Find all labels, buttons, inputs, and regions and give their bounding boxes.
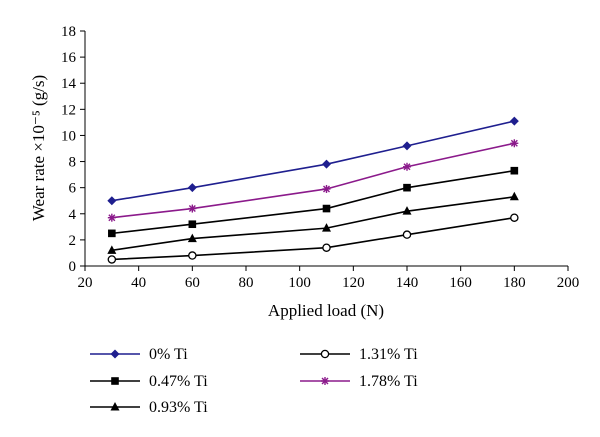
legend-label: 1.78% Ti [359,373,418,390]
data-point [322,204,331,213]
series-3 [107,213,519,264]
data-point [509,191,519,201]
x-axis-title: Applied load (N) [268,301,384,320]
y-tick-label: 12 [61,102,76,118]
x-tick-label: 160 [449,275,472,291]
data-point [107,245,117,254]
data-point [187,183,197,193]
data-point [188,204,197,213]
data-point [402,141,412,151]
legend-label: 0% Ti [149,346,188,363]
y-axis-ticks: 0 2 4 6 8 10 12 14 16 18 [61,24,85,275]
data-point [322,243,331,252]
series-4 [107,139,519,222]
x-tick-label: 80 [239,275,254,291]
legend-swatch-marker [111,377,119,385]
x-tick-label: 180 [503,275,526,291]
y-tick-label: 2 [69,233,77,249]
series-line [111,196,515,252]
data-point [107,255,117,264]
data-point [510,213,519,222]
legend-label: 0.47% Ti [149,373,208,390]
data-point [188,251,197,260]
x-axis-ticks: 20 40 60 80 100 120 140 160 180 200 [78,266,580,291]
y-tick-label: 16 [61,50,77,66]
legend: 0% Ti 0.47% Ti 0.93% Ti 1.31% Ti 1.78% Ti [90,346,418,416]
data-point [108,229,116,238]
x-tick-label: 200 [557,275,580,291]
y-tick-label: 8 [69,155,77,171]
legend-item: 0.47% Ti [90,373,208,390]
legend-label: 0.93% Ti [149,399,208,416]
y-tick-label: 10 [61,128,76,144]
y-tick-label: 4 [69,207,77,223]
data-point [322,159,331,169]
data-point [322,223,331,232]
data-point [403,162,411,171]
legend-label: 1.31% Ti [359,346,418,363]
x-tick-label: 20 [78,275,93,291]
series-2 [107,191,519,254]
plot-area: 20 40 60 80 100 120 140 160 180 200 0 2 4 6 8 10 12 14 16… [61,24,579,291]
data-point [402,230,412,239]
legend-item: 0.93% Ti [90,399,208,416]
y-tick-label: 0 [69,259,77,275]
y-tick-label: 18 [61,24,76,40]
x-tick-label: 40 [131,275,146,291]
data-point [402,206,412,215]
y-tick-label: 14 [61,76,77,92]
series-line [111,216,515,261]
legend-swatch-marker [321,377,329,385]
x-tick-label: 120 [342,275,365,291]
legend-swatch-marker [110,349,120,359]
series-layer [107,116,519,264]
y-tick-label: 6 [69,181,77,197]
data-point [188,220,197,229]
series-0 [107,116,519,206]
data-point [510,139,519,148]
data-point [107,196,117,206]
x-tick-label: 60 [185,275,200,291]
legend-item: 1.31% Ti [300,346,418,363]
data-point [322,184,331,193]
legend-item: 1.78% Ti [300,373,418,390]
legend-swatch-marker [320,349,330,359]
series-1 [108,166,519,238]
data-point [107,213,116,222]
data-point [510,166,519,175]
series-line [111,169,515,235]
series-line [111,120,515,202]
x-tick-label: 140 [396,275,419,291]
x-tick-label: 100 [288,275,311,291]
legend-item: 0% Ti [90,346,188,363]
data-point [187,233,197,243]
y-axis-title: Wear rate ×10⁻⁵ (g/s) [29,75,48,221]
legend-swatch-marker [110,402,120,411]
data-point [509,116,519,126]
data-point [403,183,411,192]
